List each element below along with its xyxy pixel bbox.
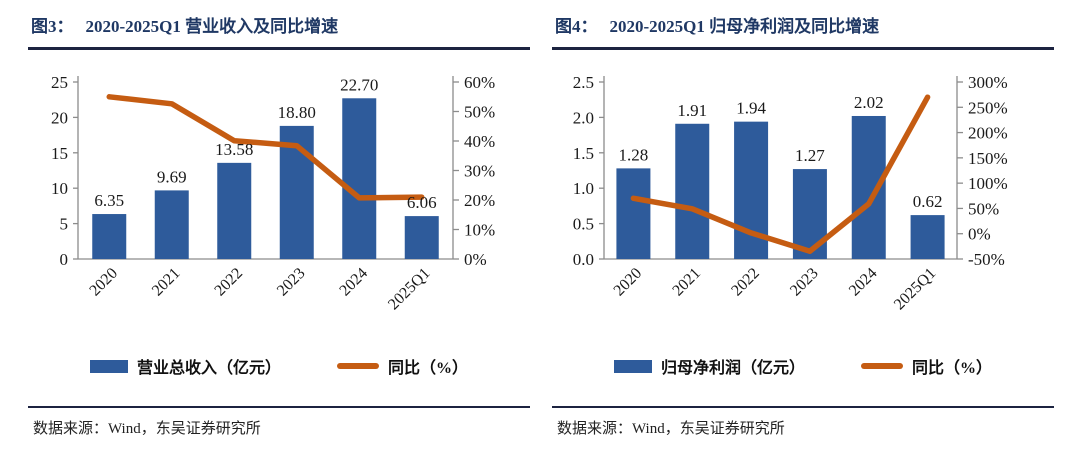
x-tick-label: 2021	[669, 265, 704, 300]
bar-value-label: 1.28	[619, 145, 649, 164]
y-left-tick-label: 0	[60, 250, 69, 269]
bar	[217, 162, 252, 259]
bar-value-label: 9.69	[157, 167, 187, 186]
bar	[342, 98, 377, 259]
bar-series	[92, 98, 439, 259]
x-tick-label: 2022	[728, 265, 763, 300]
figure-4-bottom-rule	[552, 406, 1054, 408]
line-series-swatch	[337, 363, 379, 369]
axes	[73, 76, 459, 260]
bar	[404, 216, 439, 259]
y-left-tick-label: 15	[51, 144, 68, 163]
y-right-tick-label: 200%	[968, 124, 1008, 143]
figure-3-title: 图3： 2020-2025Q1 营业收入及同比增速	[28, 12, 530, 37]
bar	[154, 190, 189, 259]
figure-4-title: 图4： 2020-2025Q1 归母净利润及同比增速	[552, 12, 1054, 37]
bar-value-label: 18.80	[278, 103, 316, 122]
y-left-tick-label: 2.5	[573, 73, 594, 92]
bar-value-label: 6.35	[94, 191, 124, 210]
figure-3-label: 图3：	[31, 17, 74, 36]
y-right-tick-label: 10%	[464, 221, 495, 240]
legend-item-yoy: 同比（%）	[337, 354, 468, 378]
x-tick-label: 2022	[211, 265, 246, 300]
x-tick-label: 2024	[846, 265, 881, 300]
legend-item-revenue: 营业总收入（亿元）	[89, 354, 281, 378]
figure-4-combo-chart: 2.5 2.0 1.5 1.0 0.5 0.0 300% 250% 200% 150% 100% 50…	[573, 73, 1008, 313]
x-tick-label: 2025Q1	[891, 265, 939, 313]
y-right-tick-label: 50%	[464, 103, 495, 122]
figure-3-bottom-rule	[28, 406, 530, 408]
figure-3-legend: 营业总收入（亿元） 同比（%）	[28, 354, 530, 378]
figure-3-source: 数据来源：Wind，东吴证券研究所	[33, 421, 261, 437]
x-tick-label: 2023	[274, 265, 309, 300]
figure-4-title-text: 2020-2025Q1 归母净利润及同比增速	[609, 17, 880, 36]
y-left-tick-label: 25	[51, 73, 68, 92]
legend-item-netprofit: 归母净利润（亿元）	[613, 354, 805, 378]
x-tick-label: 2020	[611, 265, 646, 300]
figure-4-source: 数据来源：Wind，东吴证券研究所	[557, 421, 785, 437]
bar-value-label: 1.94	[736, 99, 766, 118]
y-right-tick-label: 20%	[464, 191, 495, 210]
legend-label-yoy: 同比（%）	[912, 360, 993, 377]
y-right-tick-label: 60%	[464, 73, 495, 92]
y-right-tick-label: 300%	[968, 73, 1008, 92]
y-left-tick-label: 5	[60, 215, 69, 234]
legend-label-yoy: 同比（%）	[388, 360, 469, 377]
figure-4-legend: 归母净利润（亿元） 同比（%）	[552, 354, 1054, 378]
x-tick-label: 2021	[149, 265, 184, 300]
bar-value-label: 6.06	[407, 193, 437, 212]
y-right-tick-label: 0%	[464, 250, 487, 269]
bar-value-label: 0.62	[913, 192, 943, 211]
y-left-tick-label: 2.0	[573, 108, 594, 127]
y-left-tick-label: 1.5	[573, 144, 594, 163]
bar-value-label: 22.70	[340, 75, 378, 94]
y-left-tick-label: 10	[51, 179, 68, 198]
legend-label-netprofit: 归母净利润（亿元）	[660, 360, 805, 377]
y-left-tick-label: 20	[51, 108, 68, 127]
bar-value-label: 2.02	[854, 93, 884, 112]
x-tick-label: 2025Q1	[385, 265, 433, 313]
figure-3-combo-chart: 25 20 15 10 5 0 60% 50% 40% 30% 20% 10% 0% 6.35 9.69 13…	[51, 73, 495, 313]
bar	[910, 215, 945, 259]
y-right-tick-label: -50%	[968, 250, 1005, 269]
figure-3-section: 图3： 2020-2025Q1 营业收入及同比增速 25 20 15 10 5 0 60% 50…	[28, 0, 530, 449]
axes	[599, 76, 963, 260]
y-right-tick-label: 100%	[968, 174, 1008, 193]
x-tick-label: 2024	[336, 265, 371, 300]
y-right-tick-label: 30%	[464, 162, 495, 181]
figure-3-title-underline	[28, 47, 530, 50]
figure-4-title-underline	[552, 47, 1054, 50]
bar	[92, 214, 127, 259]
y-left-tick-label: 0.5	[573, 215, 594, 234]
y-left-tick-label: 1.0	[573, 179, 594, 198]
legend-item-yoy: 同比（%）	[861, 354, 992, 378]
y-right-tick-label: 250%	[968, 98, 1008, 117]
y-left-tick-label: 0.0	[573, 250, 594, 269]
x-tick-label: 2020	[86, 265, 121, 300]
bar	[675, 123, 710, 259]
yoy-trend-line	[630, 94, 931, 254]
figure-3-title-text: 2020-2025Q1 营业收入及同比增速	[85, 17, 339, 36]
y-right-tick-label: 150%	[968, 149, 1008, 168]
bar	[616, 168, 651, 259]
bar-series-swatch	[613, 359, 652, 373]
yoy-trend-line	[106, 94, 425, 201]
bar-value-label: 1.91	[677, 101, 707, 120]
bar-value-label: 1.27	[795, 146, 825, 165]
figure-4-label: 图4：	[555, 17, 598, 36]
x-tick-label: 2023	[787, 265, 822, 300]
line-series-swatch	[861, 363, 903, 369]
y-right-tick-label: 50%	[968, 199, 999, 218]
bar-series	[616, 115, 945, 259]
y-right-tick-label: 0%	[968, 225, 991, 244]
figure-4-section: 图4： 2020-2025Q1 归母净利润及同比增速 2.5 2.0 1.5 1.0 0.…	[552, 0, 1054, 449]
bar-series-swatch	[89, 359, 128, 373]
y-right-tick-label: 40%	[464, 132, 495, 151]
bar-value-label: 13.58	[215, 140, 253, 159]
legend-label-revenue: 营业总收入（亿元）	[136, 360, 281, 377]
